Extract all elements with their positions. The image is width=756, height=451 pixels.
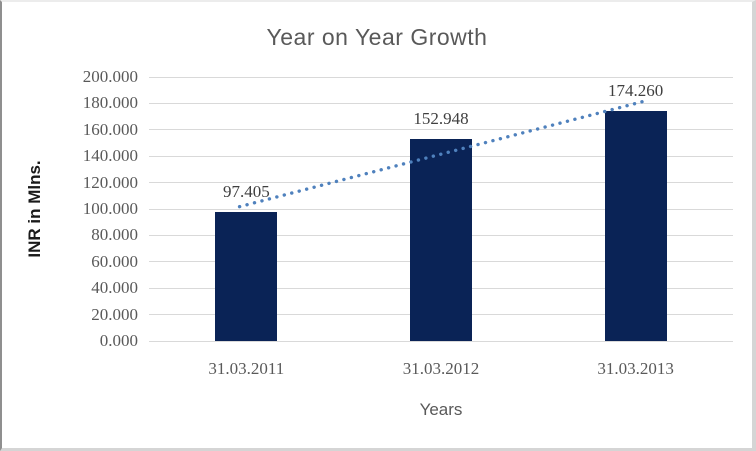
y-tick-label: 60.000 xyxy=(91,251,138,271)
y-tick-label: 20.000 xyxy=(91,304,138,324)
y-tick-label: 40.000 xyxy=(91,278,138,298)
y-tick-label: 140.000 xyxy=(82,146,138,166)
chart-title: Year on Year Growth xyxy=(266,24,488,50)
y-tick-label: 180.000 xyxy=(82,93,138,113)
bar xyxy=(215,212,278,341)
y-tick-label: 0.000 xyxy=(99,331,138,350)
y-tick-label: 80.000 xyxy=(91,225,138,245)
y-axis-tick-labels: 0.000 20.000 40.000 60.000 80.000 100.000 120.… xyxy=(2,2,138,448)
bar xyxy=(410,139,472,341)
y-tick-label: 100.000 xyxy=(82,199,138,218)
data-label: 97.405 xyxy=(222,182,270,202)
y-tick-label: 160.000 xyxy=(82,119,138,139)
gridline xyxy=(149,340,733,342)
y-tick-label: 120.000 xyxy=(82,172,138,192)
x-tick-label: 31.03.2013 xyxy=(597,359,674,378)
gridline xyxy=(149,76,733,78)
bar xyxy=(604,110,667,341)
x-tick-label: 31.03.2011 xyxy=(208,359,285,378)
data-label: 174.260 xyxy=(608,80,664,100)
y-tick-label: 200.000 xyxy=(82,67,138,86)
data-label: 152.948 xyxy=(413,109,469,129)
x-axis-title: Years xyxy=(419,400,463,419)
x-tick-label: 31.03.2012 xyxy=(402,359,480,378)
gridline xyxy=(149,102,733,104)
